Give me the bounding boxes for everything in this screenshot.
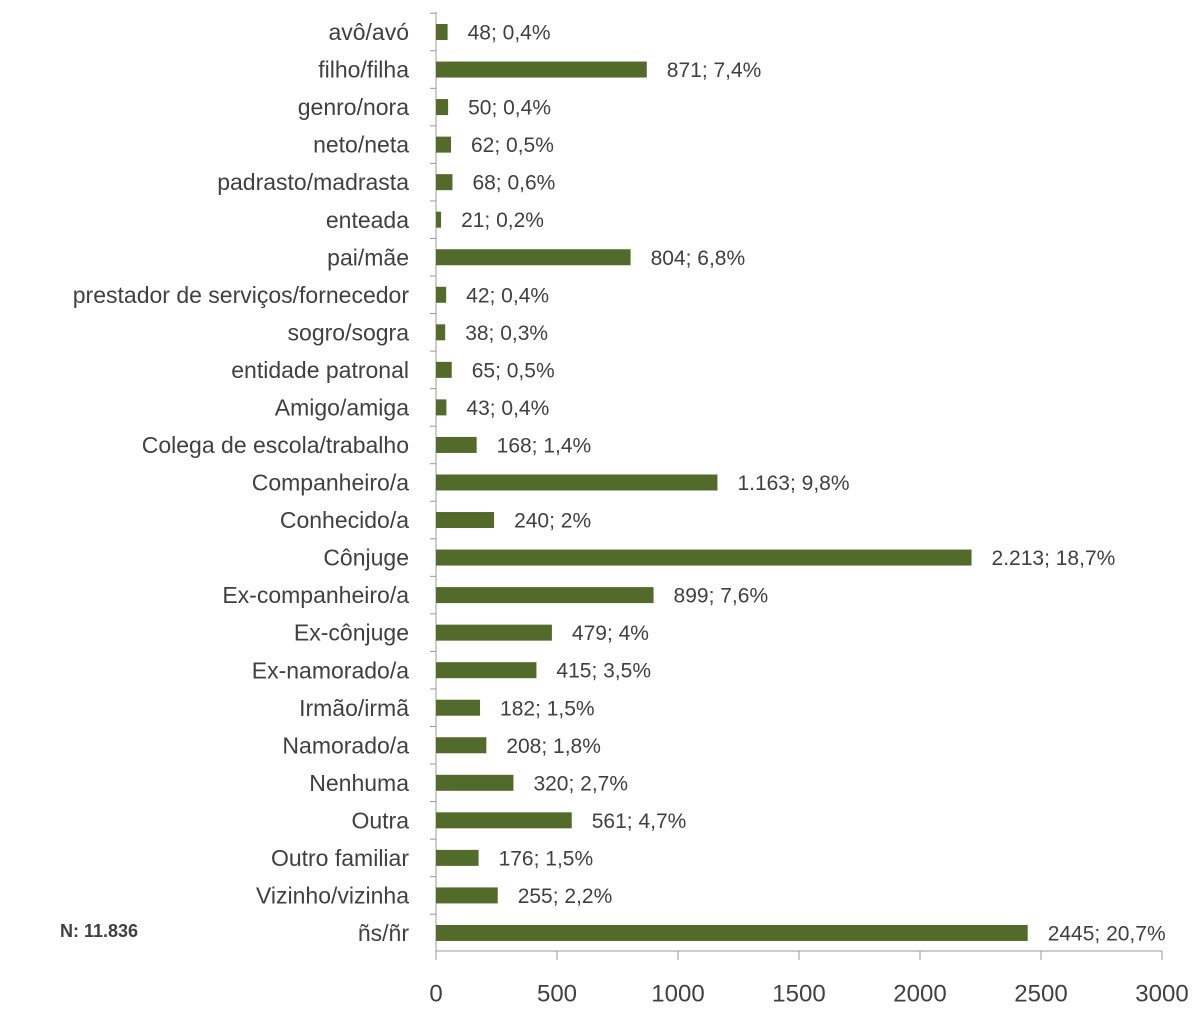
bar bbox=[436, 249, 631, 266]
bar bbox=[436, 136, 452, 153]
bar bbox=[436, 737, 487, 754]
x-tick-label: 1500 bbox=[772, 980, 825, 1007]
x-tick-label: 500 bbox=[537, 980, 577, 1007]
y-tick-label: pai/mãe bbox=[327, 244, 409, 270]
y-tick-label: neto/neta bbox=[313, 132, 409, 158]
x-tick-label: 2000 bbox=[893, 980, 946, 1007]
bar bbox=[436, 699, 481, 716]
value-label: 65; 0,5% bbox=[472, 359, 555, 382]
x-tick-label: 3000 bbox=[1135, 980, 1188, 1007]
y-tick-label: Irmão/irmã bbox=[299, 695, 409, 721]
y-tick-label: Conhecido/a bbox=[280, 507, 409, 533]
y-tick-label: filho/filha bbox=[318, 57, 409, 83]
value-label: 42; 0,4% bbox=[466, 284, 549, 307]
value-label: 415; 3,5% bbox=[556, 660, 651, 683]
y-tick-label: Outra bbox=[351, 807, 409, 833]
y-tick-label: Ex-namorado/a bbox=[252, 657, 409, 683]
x-tick-label: 0 bbox=[429, 980, 442, 1007]
bar bbox=[436, 99, 449, 116]
bar bbox=[436, 774, 514, 791]
value-label: 208; 1,8% bbox=[506, 735, 601, 758]
value-label: 48; 0,4% bbox=[468, 22, 551, 45]
value-label: 1.163; 9,8% bbox=[737, 472, 849, 495]
y-tick-label: padrasto/madrasta bbox=[217, 169, 409, 195]
y-tick-label: Vizinho/vizinha bbox=[256, 882, 409, 908]
annotation: N: 11.836 bbox=[60, 921, 138, 941]
value-label: 240; 2% bbox=[514, 510, 591, 533]
y-tick-label: Ex-companheiro/a bbox=[222, 582, 409, 608]
y-tick-label: genro/nora bbox=[298, 94, 409, 120]
bar bbox=[436, 624, 552, 641]
y-tick-label: Nenhuma bbox=[309, 770, 409, 796]
bar bbox=[436, 211, 442, 228]
bar bbox=[436, 474, 718, 491]
value-label: 2.213; 18,7% bbox=[992, 547, 1116, 570]
bar bbox=[436, 436, 477, 453]
bar bbox=[436, 924, 1028, 941]
value-label: 50; 0,4% bbox=[468, 97, 551, 120]
value-label: 479; 4% bbox=[572, 622, 649, 645]
value-label: 182; 1,5% bbox=[500, 697, 595, 720]
value-label: 62; 0,5% bbox=[471, 134, 554, 157]
y-tick-label: enteada bbox=[326, 207, 409, 233]
bar bbox=[436, 174, 453, 191]
bar bbox=[436, 549, 972, 566]
value-label: 871; 7,4% bbox=[667, 59, 762, 82]
bar bbox=[436, 24, 448, 40]
bar bbox=[436, 512, 495, 529]
bar bbox=[436, 361, 452, 378]
y-tick-label: prestador de serviços/fornecedor bbox=[73, 282, 410, 308]
y-tick-label: Namorado/a bbox=[282, 732, 409, 758]
y-tick-label: ñs/ñr bbox=[358, 920, 409, 946]
y-tick-label: Ex-cônjuge bbox=[294, 620, 409, 646]
y-tick-label: Companheiro/a bbox=[252, 470, 409, 496]
value-label: 176; 1,5% bbox=[499, 847, 594, 870]
bar bbox=[436, 587, 654, 604]
value-label: 804; 6,8% bbox=[651, 247, 746, 270]
bar bbox=[436, 849, 479, 866]
value-label: 43; 0,4% bbox=[466, 397, 549, 420]
value-label: 561; 4,7% bbox=[592, 810, 687, 833]
value-label: 38; 0,3% bbox=[465, 322, 548, 345]
y-tick-label: avô/avó bbox=[328, 19, 409, 45]
bar bbox=[436, 324, 446, 341]
bar bbox=[436, 812, 572, 829]
x-tick-label: 2500 bbox=[1014, 980, 1067, 1007]
y-tick-label: sogro/sogra bbox=[288, 319, 410, 345]
y-tick-label: Amigo/amiga bbox=[275, 394, 409, 420]
value-label: 2445; 20,7% bbox=[1048, 923, 1166, 946]
y-tick-label: Outro familiar bbox=[271, 845, 409, 871]
bar bbox=[436, 61, 647, 78]
value-label: 68; 0,6% bbox=[472, 172, 555, 195]
value-label: 255; 2,2% bbox=[518, 885, 613, 908]
value-label: 320; 2,7% bbox=[533, 772, 628, 795]
bar bbox=[436, 662, 537, 679]
bar bbox=[436, 399, 447, 416]
y-tick-label: Cônjuge bbox=[323, 545, 409, 571]
y-tick-label: Colega de escola/trabalho bbox=[142, 432, 409, 458]
y-tick-label: entidade patronal bbox=[231, 357, 409, 383]
x-tick-label: 1000 bbox=[651, 980, 704, 1007]
value-label: 899; 7,6% bbox=[674, 585, 769, 608]
value-label: 21; 0,2% bbox=[461, 209, 544, 232]
bar bbox=[436, 286, 447, 303]
bar bbox=[436, 887, 498, 904]
value-label: 168; 1,4% bbox=[497, 434, 592, 457]
